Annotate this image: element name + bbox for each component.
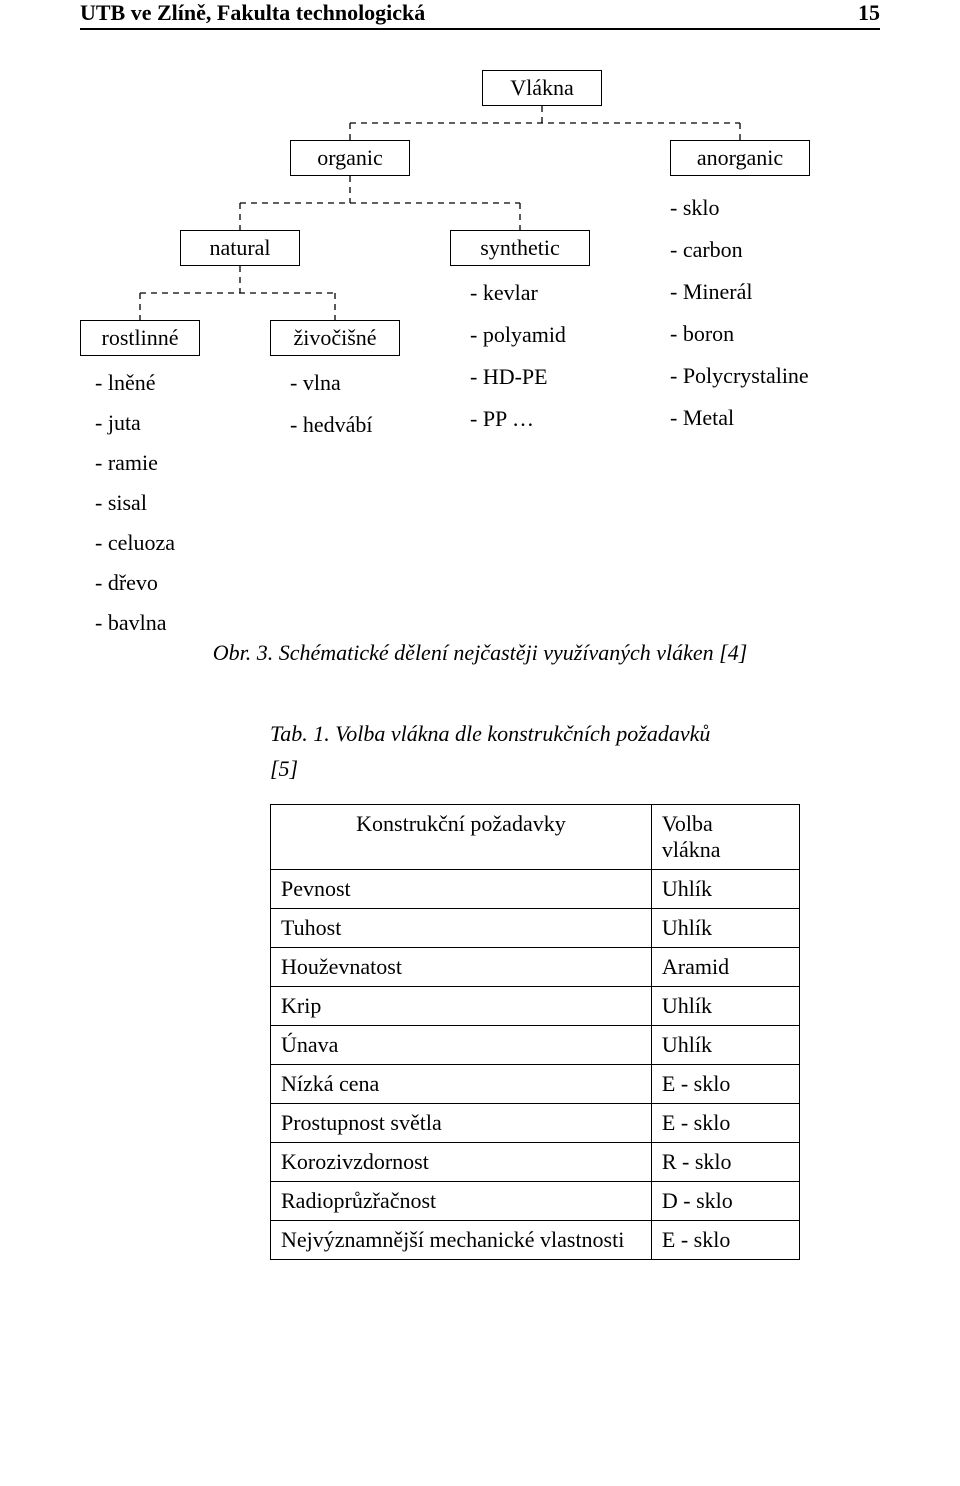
anorganic-item: - Minerál <box>670 279 752 305</box>
table-row: ÚnavaUhlík <box>271 1026 800 1065</box>
zivocisne-item: - hedvábí <box>290 412 372 438</box>
rostlinne-item: - bavlna <box>95 610 166 636</box>
cell-fiber: Uhlík <box>651 987 799 1026</box>
cell-requirement: Pevnost <box>271 870 652 909</box>
table-block: Tab. 1. Volba vlákna dle konstrukčních p… <box>270 716 800 1260</box>
anorganic-item: - sklo <box>670 195 720 221</box>
cell-fiber: E - sklo <box>651 1104 799 1143</box>
fiber-selection-table: Konstrukční požadavky Volba vlákna Pevno… <box>270 804 800 1260</box>
table-row: PevnostUhlík <box>271 870 800 909</box>
anorganic-item: - carbon <box>670 237 743 263</box>
synthetic-item: - PP … <box>470 406 534 432</box>
header-title: UTB ve Zlíně, Fakulta technologická <box>80 0 425 26</box>
cell-requirement: Houževnatost <box>271 948 652 987</box>
cell-requirement: Tuhost <box>271 909 652 948</box>
cell-requirement: Krip <box>271 987 652 1026</box>
table-row: Nízká cenaE - sklo <box>271 1065 800 1104</box>
table-row: HouževnatostAramid <box>271 948 800 987</box>
rostlinne-item: - lněné <box>95 370 155 396</box>
zivocisne-item: - vlna <box>290 370 341 396</box>
table-caption: Tab. 1. Volba vlákna dle konstrukčních p… <box>270 716 800 786</box>
table-row: Prostupnost světlaE - sklo <box>271 1104 800 1143</box>
cell-requirement: Nízká cena <box>271 1065 652 1104</box>
node-anorganic: anorganic <box>670 140 810 176</box>
anorganic-item: - Metal <box>670 405 734 431</box>
cell-fiber: E - sklo <box>651 1065 799 1104</box>
table-row: TuhostUhlík <box>271 909 800 948</box>
table-body: PevnostUhlíkTuhostUhlíkHouževnatostArami… <box>271 870 800 1260</box>
table-header-row: Konstrukční požadavky Volba vlákna <box>271 805 800 870</box>
rostlinne-item: - ramie <box>95 450 158 476</box>
node-zivocisne: živočišné <box>270 320 400 356</box>
table-row: Nejvýznamnější mechanické vlastnostiE - … <box>271 1221 800 1260</box>
cell-requirement: Prostupnost světla <box>271 1104 652 1143</box>
table-row: KripUhlík <box>271 987 800 1026</box>
figure-caption: Obr. 3. Schématické dělení nejčastěji vy… <box>80 640 880 666</box>
node-organic: organic <box>290 140 410 176</box>
node-root: Vlákna <box>482 70 602 106</box>
table-row: KorozivzdornostR - sklo <box>271 1143 800 1182</box>
header-pageno: 15 <box>858 0 880 26</box>
rostlinne-item: - celuoza <box>95 530 175 556</box>
th-fiber-choice: Volba vlákna <box>651 805 799 870</box>
cell-fiber: Uhlík <box>651 1026 799 1065</box>
rostlinne-item: - juta <box>95 410 141 436</box>
cell-fiber: D - sklo <box>651 1182 799 1221</box>
node-natural: natural <box>180 230 300 266</box>
cell-requirement: Únava <box>271 1026 652 1065</box>
rostlinne-item: - sisal <box>95 490 147 516</box>
th-fiber-choice-l2: vlákna <box>662 837 721 862</box>
anorganic-item: - boron <box>670 321 734 347</box>
synthetic-item: - HD-PE <box>470 364 548 390</box>
cell-fiber: Uhlík <box>651 870 799 909</box>
anorganic-item: - Polycrystaline <box>670 363 809 389</box>
th-requirements: Konstrukční požadavky <box>271 805 652 870</box>
cell-requirement: Nejvýznamnější mechanické vlastnosti <box>271 1221 652 1260</box>
page-header: UTB ve Zlíně, Fakulta technologická 15 <box>80 0 880 30</box>
table-caption-line1: Tab. 1. Volba vlákna dle konstrukčních p… <box>270 721 710 746</box>
synthetic-item: - kevlar <box>470 280 538 306</box>
cell-fiber: E - sklo <box>651 1221 799 1260</box>
synthetic-item: - polyamid <box>470 322 566 348</box>
cell-fiber: Aramid <box>651 948 799 987</box>
cell-fiber: R - sklo <box>651 1143 799 1182</box>
table-caption-line2: [5] <box>270 756 298 781</box>
cell-requirement: Korozivzdornost <box>271 1143 652 1182</box>
th-fiber-choice-l1: Volba <box>662 811 713 836</box>
table-row: RadioprůzřačnostD - sklo <box>271 1182 800 1221</box>
fiber-tree-diagram: Vlákna organic anorganic natural synthetic ro… <box>80 70 880 610</box>
node-rostlinne: rostlinné <box>80 320 200 356</box>
cell-requirement: Radioprůzřačnost <box>271 1182 652 1221</box>
rostlinne-item: - dřevo <box>95 570 158 596</box>
node-synthetic: synthetic <box>450 230 590 266</box>
cell-fiber: Uhlík <box>651 909 799 948</box>
